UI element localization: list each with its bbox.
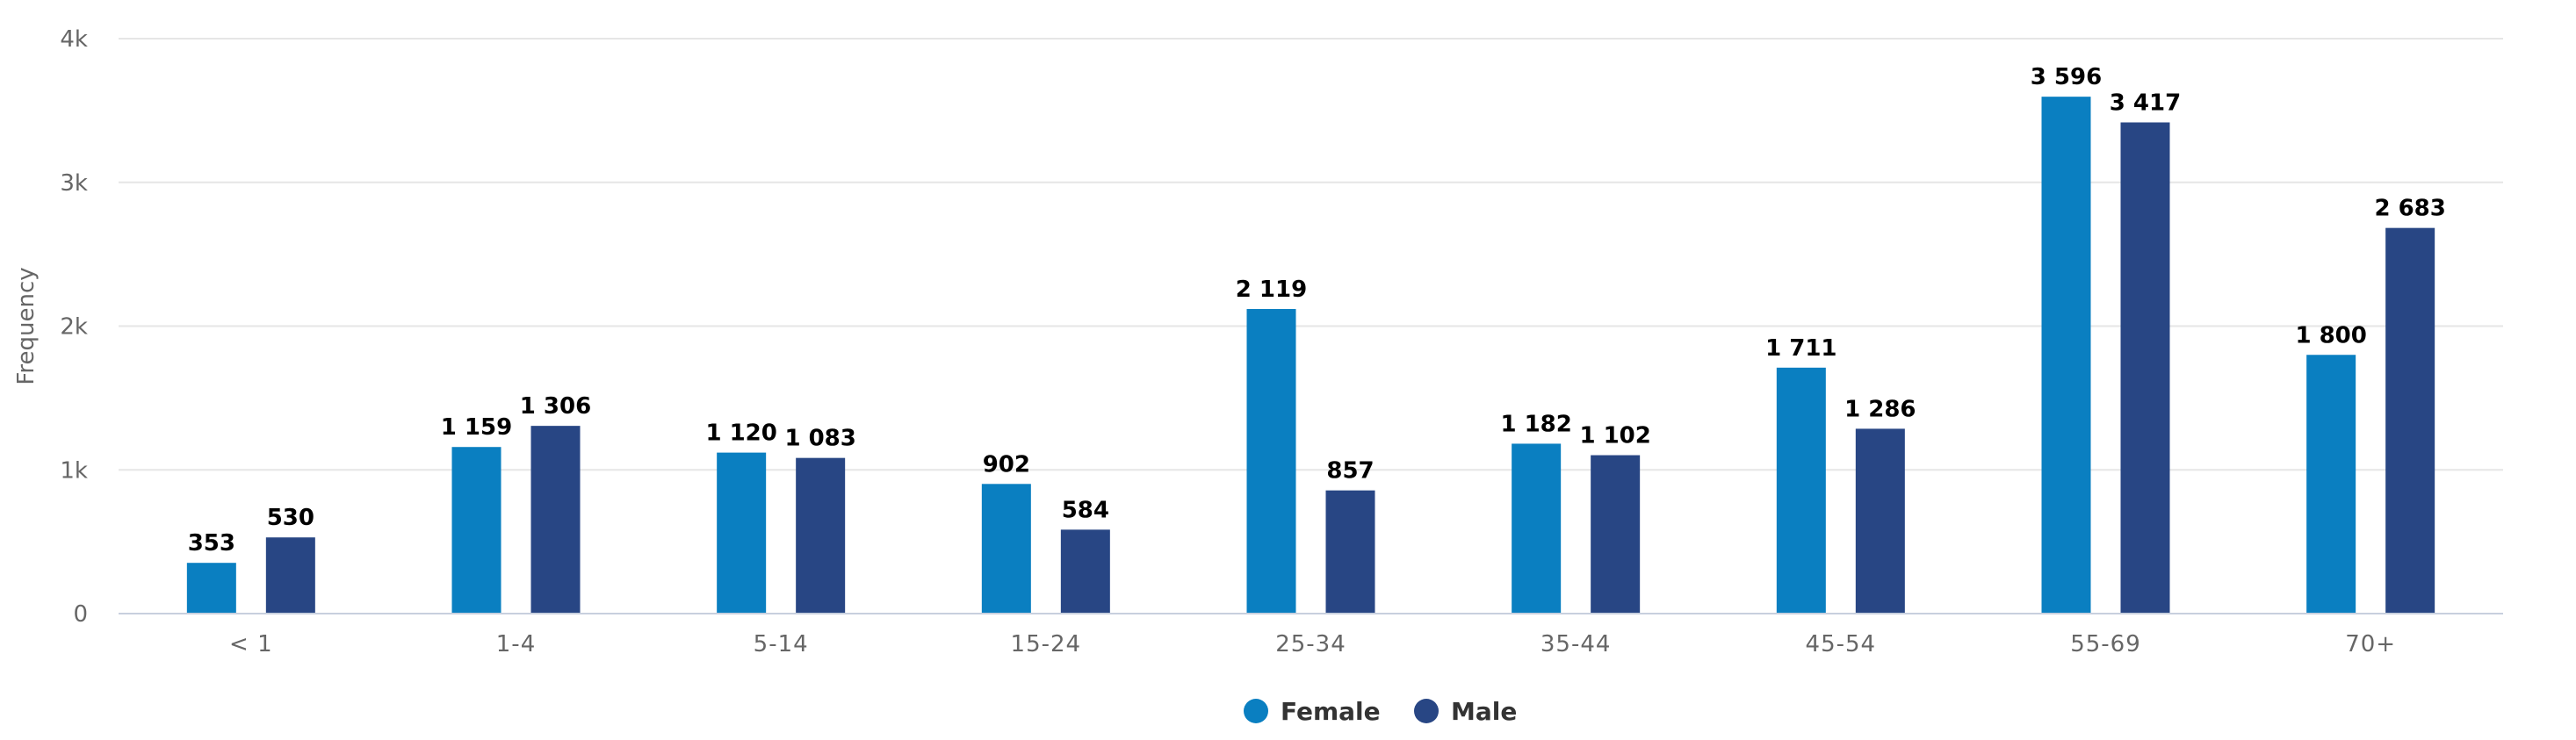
data-labels: 353 530 1 159 1 306 1 120 1 083 902 584 2 119 857… <box>188 64 2446 557</box>
data-label: 1 159 <box>441 414 512 441</box>
legend-item-female[interactable]: Female <box>1244 697 1381 726</box>
data-label: 1 306 <box>520 393 591 420</box>
bar-female-6[interactable] <box>1776 367 1826 614</box>
data-label: 902 <box>983 451 1030 478</box>
data-label: 3 417 <box>2110 90 2181 116</box>
bar-male-7[interactable] <box>2120 122 2170 614</box>
bar-female-3[interactable] <box>981 484 1031 614</box>
y-tick-label: 2k <box>60 314 88 341</box>
y-tick-label: 3k <box>60 170 88 197</box>
bar-female-4[interactable] <box>1246 309 1296 614</box>
x-tick-label: 35-44 <box>1541 631 1612 657</box>
data-label: 3 596 <box>2031 64 2102 90</box>
data-label: 353 <box>188 530 235 557</box>
y-tick-label: 1k <box>60 457 88 484</box>
x-tick-label: 5-14 <box>754 631 809 657</box>
legend-item-male[interactable]: Male <box>1414 697 1517 726</box>
x-tick-label: 70+ <box>2345 631 2396 657</box>
bar-male-5[interactable] <box>1591 455 1641 614</box>
bar-male-6[interactable] <box>1855 428 1905 614</box>
bar-female-2[interactable] <box>717 452 767 614</box>
x-tick-label: 1-4 <box>496 631 536 657</box>
data-label: 530 <box>267 505 314 531</box>
bar-female-7[interactable] <box>2041 97 2091 614</box>
bar-female-1[interactable] <box>451 447 501 614</box>
legend-marker <box>1414 699 1439 723</box>
data-label: 1 102 <box>1579 423 1650 449</box>
data-label: 1 286 <box>1844 396 1916 422</box>
y-axis: 0 1k 2k 3k 4k <box>60 26 88 628</box>
legend-label: Male <box>1451 697 1517 726</box>
data-label: 1 800 <box>2295 322 2366 348</box>
data-label: 2 683 <box>2374 196 2445 222</box>
bar-female-5[interactable] <box>1512 443 1562 614</box>
bar-male-2[interactable] <box>796 457 846 614</box>
y-tick-label: 4k <box>60 26 88 53</box>
legend-marker <box>1244 699 1268 723</box>
legend-label: Female <box>1281 697 1381 726</box>
bar-male-3[interactable] <box>1060 529 1110 614</box>
data-label: 1 120 <box>705 420 776 447</box>
data-label: 1 083 <box>784 426 855 452</box>
bar-male-8[interactable] <box>2385 227 2435 614</box>
gridlines <box>119 38 2503 471</box>
bar-female-8[interactable] <box>2306 355 2356 614</box>
x-tick-label: 25-34 <box>1275 631 1346 657</box>
data-label: 1 711 <box>1765 335 1836 362</box>
x-axis: < 1 1-4 5-14 15-24 25-34 35-44 45-54 55-69 70+ <box>119 613 2503 657</box>
x-tick-label: 15-24 <box>1011 631 1082 657</box>
bar-male-4[interactable] <box>1325 490 1375 614</box>
y-tick-label: 0 <box>73 601 88 628</box>
bar-female-0[interactable] <box>186 563 236 614</box>
legend: Female Male <box>1244 697 1517 726</box>
y-axis-title: Frequency <box>13 267 40 384</box>
data-label: 1 182 <box>1500 411 1571 437</box>
x-tick-label: 55-69 <box>2070 631 2141 657</box>
bars <box>186 97 2435 614</box>
data-label: 2 119 <box>1236 277 1307 303</box>
bar-male-1[interactable] <box>530 426 581 614</box>
bar-male-0[interactable] <box>265 537 315 614</box>
x-tick-label: < 1 <box>229 631 273 657</box>
data-label: 584 <box>1062 497 1109 523</box>
x-tick-label: 45-54 <box>1806 631 1877 657</box>
data-label: 857 <box>1326 458 1374 485</box>
